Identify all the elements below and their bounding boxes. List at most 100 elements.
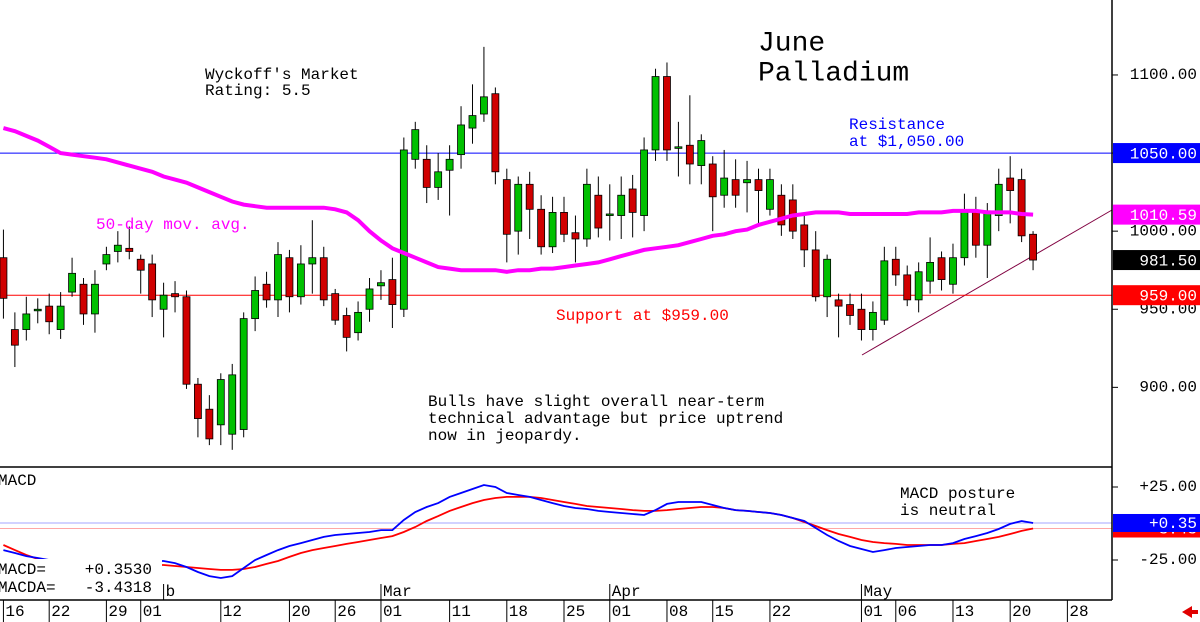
candle-body [1006,177,1015,191]
x-tick-label: 16 [5,603,24,621]
x-tick-label: 25 [566,603,585,621]
macd-line [3,484,1034,579]
candle-body [949,257,957,285]
x-tick-label: 20 [291,603,310,621]
month-label: May [863,583,892,601]
resistance-label: Resistance [849,116,945,134]
support-value-box [1113,285,1200,306]
x-tick-label: 01 [863,603,882,621]
x-tick-label: 26 [337,603,356,621]
candle-body [468,115,477,129]
candle-body [422,158,431,188]
month-label: b [166,583,176,601]
candle-body [823,258,832,298]
resistance-value-text: 1050.00 [1130,145,1197,163]
legend-name: MACDA= [0,579,56,597]
candle-body [68,272,76,293]
resistance-label: at $1,050.00 [849,133,964,151]
candle-body [720,177,729,196]
last-close-value-box [1113,250,1200,271]
month-label: Mar [383,583,412,601]
x-tick-label: 18 [509,603,528,621]
candle-body [674,146,683,149]
candle-body [480,96,488,115]
x-tick-label: 01 [143,603,162,621]
candle-body [548,212,557,248]
legend-value: +0.3530 [85,561,152,579]
month-label: Apr [612,583,641,601]
candle-body [891,258,900,276]
legend-name: MACD= [0,561,46,579]
candle-body [525,183,534,210]
candle-body [33,308,42,312]
y-tick-label: -25.00 [1139,551,1197,569]
candle-body [914,271,923,301]
macd-value-box [1113,513,1200,532]
candle-body [102,254,111,265]
note-text: technical advantage but price uptrend [428,410,783,428]
candle-body [491,93,500,173]
trend-line [861,209,1113,356]
scroll-arrow[interactable] [1182,606,1198,618]
candle-body [182,296,191,385]
x-tick-label: 22 [772,603,791,621]
candle-body [834,299,843,307]
candle-body [296,263,305,298]
support-label: Support at $959.00 [556,307,729,325]
candle-body [537,208,546,248]
candle-body [194,383,202,419]
candle-body [285,257,294,298]
candle-body [377,282,385,287]
candle-body [605,213,614,216]
candle-body [868,311,877,330]
candle-body [457,124,465,156]
candle-body [365,288,374,310]
resistance-value-box [1113,143,1200,164]
macd-value-text: +0.35 [1149,515,1197,533]
x-tick-label: 01 [612,603,631,621]
macd-annotation: MACD posture [900,485,1015,503]
x-tick-label: 01 [383,603,402,621]
candle-body [1029,233,1037,261]
candle-body [754,179,763,191]
candle-body [685,144,694,165]
candle-body [56,305,65,330]
candle-body [239,318,248,430]
candle-body [171,293,179,298]
candle-body [617,194,626,216]
candle-body [113,244,122,252]
candle-body [228,374,237,435]
candle-body [399,149,408,310]
candle-body [880,260,889,321]
candle-body [811,249,820,298]
candle-body [594,194,603,229]
candle-body [91,283,99,315]
macd-annotation: is neutral [900,502,996,520]
rating-text: Rating: 5.5 [205,82,311,100]
candle-body [1017,179,1026,237]
x-tick-label: 28 [1069,603,1088,621]
support-value-text: 959.00 [1139,287,1197,305]
candle-body [125,247,134,252]
candle-body [10,329,19,346]
candle-body [731,179,740,196]
panel-title: MACD [0,472,36,490]
moving-average-line [2,126,1034,274]
candle-body [274,254,282,301]
candle-body [22,313,31,330]
candle-body [354,311,362,334]
candle-body [251,290,260,320]
note-text: Bulls have slight overall near-term [428,393,764,411]
candle-body [560,212,568,235]
candle-body [514,183,523,232]
moving-average-value-text: 1010.59 [1130,207,1197,225]
candle-body [262,283,271,301]
x-tick-label: 11 [452,603,471,621]
x-tick-label: 22 [51,603,70,621]
candle-body [937,257,946,280]
candle-body [148,263,157,301]
chart-title: June [758,28,825,59]
